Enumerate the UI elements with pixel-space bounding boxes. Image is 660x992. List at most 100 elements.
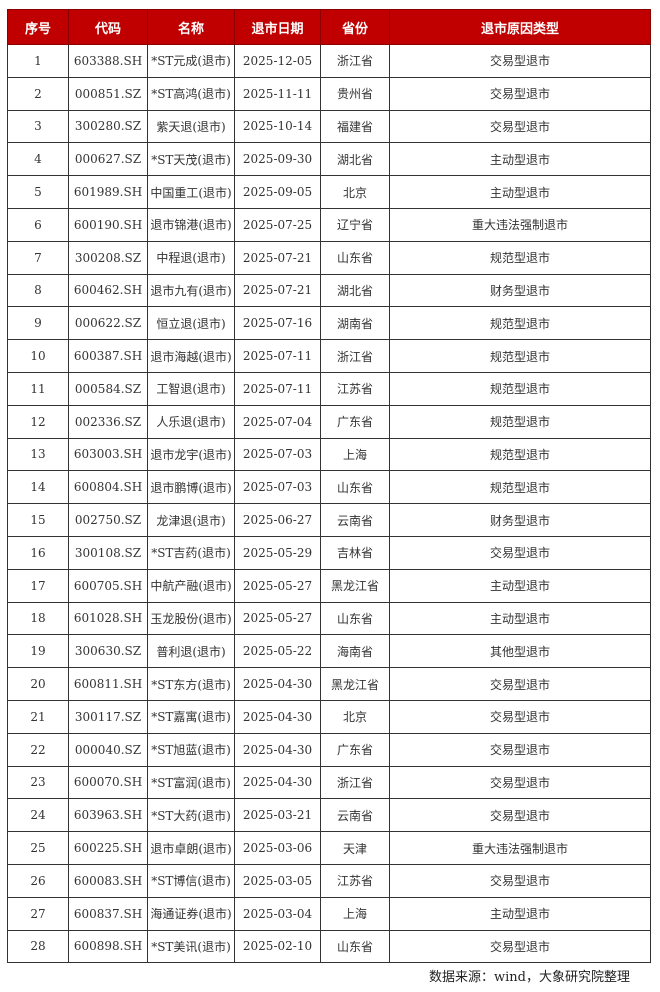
cell-index: 4: [7, 142, 69, 177]
table-row: 28 600898.SH *ST美讯(退市) 2025-02-10 山东省 交易型退市: [7, 929, 651, 964]
table-row: 2 000851.SZ *ST高鸿(退市) 2025-11-11 贵州省 交易型退市: [7, 76, 651, 111]
cell-code: 002750.SZ: [68, 503, 148, 537]
table-row: 4 000627.SZ *ST天茂(退市) 2025-09-30 湖北省 主动型退市: [7, 142, 651, 177]
cell-name: 退市鹏博(退市): [147, 470, 235, 505]
table-row: 22 000040.SZ *ST旭蓝(退市) 2025-04-30 广东省 交易型退市: [7, 732, 651, 767]
cell-name: *ST天茂(退市): [147, 142, 235, 177]
delisting-table: 序号 代码 名称 退市日期 省份 退市原因类型 1 603388.SH *ST元成(退市) 20…: [7, 9, 651, 964]
cell-code: 601028.SH: [68, 601, 148, 636]
cell-index: 13: [7, 437, 69, 472]
table-row: 15 002750.SZ 龙津退(退市) 2025-06-27 云南省 财务型退市: [7, 503, 651, 537]
cell-index: 24: [7, 798, 69, 833]
cell-name: *ST元成(退市): [147, 44, 235, 78]
table-row: 7 300208.SZ 中程退(退市) 2025-07-21 山东省 规范型退市: [7, 240, 651, 275]
cell-delist-date: 2025-10-14: [234, 109, 321, 144]
cell-name: *ST高鸿(退市): [147, 76, 235, 111]
cell-name: 人乐退(退市): [147, 404, 235, 439]
cell-index: 17: [7, 568, 69, 603]
cell-name: 退市九有(退市): [147, 273, 235, 308]
cell-code: 603003.SH: [68, 437, 148, 472]
cell-province: 吉林省: [320, 535, 390, 570]
cell-province: 广东省: [320, 404, 390, 439]
cell-province: 北京: [320, 699, 390, 734]
table-row: 24 603963.SH *ST大药(退市) 2025-03-21 云南省 交易型退市: [7, 798, 651, 833]
table-row: 6 600190.SH 退市锦港(退市) 2025-07-25 辽宁省 重大违法强制退市: [7, 207, 651, 242]
cell-name: 中航产融(退市): [147, 568, 235, 603]
cell-code: 600837.SH: [68, 896, 148, 931]
cell-delist-date: 2025-07-25: [234, 207, 321, 242]
cell-index: 3: [7, 109, 69, 144]
cell-index: 21: [7, 699, 69, 734]
cell-delist-date: 2025-03-05: [234, 863, 321, 898]
cell-code: 600070.SH: [68, 765, 148, 800]
table-header-row: 序号 代码 名称 退市日期 省份 退市原因类型: [7, 9, 651, 45]
cell-index: 6: [7, 207, 69, 242]
cell-code: 300117.SZ: [68, 699, 148, 734]
table-row: 17 600705.SH 中航产融(退市) 2025-05-27 黑龙江省 主动型退市: [7, 568, 651, 603]
cell-reason-type: 主动型退市: [389, 568, 651, 603]
cell-code: 600387.SH: [68, 339, 148, 373]
cell-name: 中国重工(退市): [147, 175, 235, 209]
cell-province: 贵州省: [320, 76, 390, 111]
cell-name: *ST博信(退市): [147, 863, 235, 898]
cell-code: 600225.SH: [68, 831, 148, 865]
cell-reason-type: 交易型退市: [389, 44, 651, 78]
cell-province: 海南省: [320, 634, 390, 669]
cell-index: 5: [7, 175, 69, 209]
cell-province: 江苏省: [320, 371, 390, 406]
cell-delist-date: 2025-04-30: [234, 699, 321, 734]
cell-reason-type: 交易型退市: [389, 699, 651, 734]
table-row: 14 600804.SH 退市鹏博(退市) 2025-07-03 山东省 规范型退市: [7, 470, 651, 505]
cell-name: *ST东方(退市): [147, 667, 235, 701]
cell-index: 27: [7, 896, 69, 931]
cell-name: 退市卓朗(退市): [147, 831, 235, 865]
cell-name: 恒立退(退市): [147, 306, 235, 341]
cell-index: 1: [7, 44, 69, 78]
cell-code: 600804.SH: [68, 470, 148, 505]
cell-index: 23: [7, 765, 69, 800]
cell-reason-type: 主动型退市: [389, 896, 651, 931]
cell-delist-date: 2025-07-16: [234, 306, 321, 341]
cell-delist-date: 2025-05-27: [234, 568, 321, 603]
column-header-name: 名称: [147, 9, 235, 45]
cell-name: 紫天退(退市): [147, 109, 235, 144]
cell-delist-date: 2025-07-04: [234, 404, 321, 439]
cell-code: 000851.SZ: [68, 76, 148, 111]
cell-name: 玉龙股份(退市): [147, 601, 235, 636]
cell-delist-date: 2025-06-27: [234, 503, 321, 537]
cell-index: 15: [7, 503, 69, 537]
cell-index: 26: [7, 863, 69, 898]
cell-delist-date: 2025-12-05: [234, 44, 321, 78]
cell-reason-type: 规范型退市: [389, 470, 651, 505]
cell-delist-date: 2025-05-29: [234, 535, 321, 570]
cell-reason-type: 财务型退市: [389, 503, 651, 537]
cell-name: 普利退(退市): [147, 634, 235, 669]
cell-delist-date: 2025-07-21: [234, 273, 321, 308]
cell-delist-date: 2025-07-21: [234, 240, 321, 275]
column-header-index: 序号: [7, 9, 69, 45]
cell-province: 湖北省: [320, 273, 390, 308]
cell-province: 云南省: [320, 798, 390, 833]
cell-name: *ST嘉寓(退市): [147, 699, 235, 734]
cell-name: *ST富润(退市): [147, 765, 235, 800]
table-row: 25 600225.SH 退市卓朗(退市) 2025-03-06 天津 重大违法强制退市: [7, 831, 651, 865]
table-row: 9 000622.SZ 恒立退(退市) 2025-07-16 湖南省 规范型退市: [7, 306, 651, 341]
cell-province: 浙江省: [320, 339, 390, 373]
cell-reason-type: 财务型退市: [389, 273, 651, 308]
cell-reason-type: 交易型退市: [389, 732, 651, 767]
cell-name: *ST吉药(退市): [147, 535, 235, 570]
cell-name: 海通证券(退市): [147, 896, 235, 931]
cell-code: 601989.SH: [68, 175, 148, 209]
cell-delist-date: 2025-03-21: [234, 798, 321, 833]
cell-index: 19: [7, 634, 69, 669]
table-row: 8 600462.SH 退市九有(退市) 2025-07-21 湖北省 财务型退市: [7, 273, 651, 308]
cell-delist-date: 2025-05-27: [234, 601, 321, 636]
cell-name: 中程退(退市): [147, 240, 235, 275]
column-header-province: 省份: [320, 9, 390, 45]
cell-code: 600705.SH: [68, 568, 148, 603]
cell-province: 黑龙江省: [320, 568, 390, 603]
table-row: 26 600083.SH *ST博信(退市) 2025-03-05 江苏省 交易型退市: [7, 863, 651, 898]
cell-code: 000040.SZ: [68, 732, 148, 767]
cell-index: 28: [7, 929, 69, 964]
column-header-code: 代码: [68, 9, 148, 45]
